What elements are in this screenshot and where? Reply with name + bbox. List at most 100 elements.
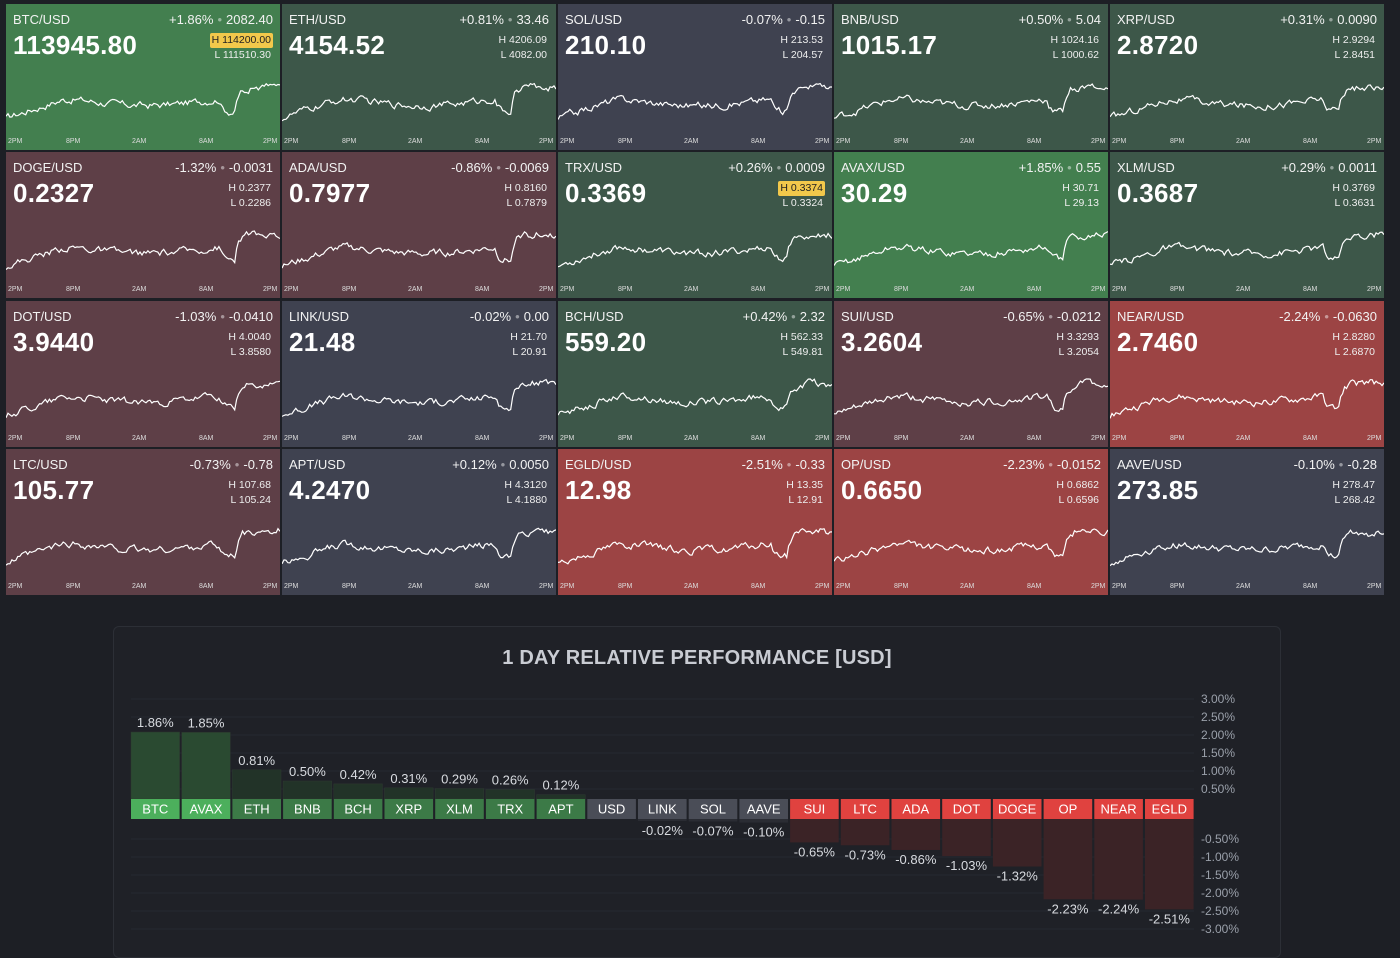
time-axis-label: 2PM xyxy=(1091,138,1106,145)
ticker-change: -1.03% • -0.0410 xyxy=(175,309,273,324)
category-label-bg[interactable] xyxy=(790,799,839,819)
ticker-change-absolute: -0.0069 xyxy=(504,160,549,176)
ticker-tile[interactable]: ADA/USD -0.86% • -0.0069 0.7977 H 0.8160 L 0.7… xyxy=(282,152,556,299)
ticker-tile[interactable]: BNB/USD +0.50% • 5.04 1015.17 H 1024.16 L 1000… xyxy=(834,4,1108,150)
value-label: -0.86% xyxy=(895,852,937,867)
category-label-bg[interactable] xyxy=(739,799,788,819)
ticker-tile[interactable]: XRP/USD +0.31% • 0.0090 2.8720 H 2.9294 L 2.84… xyxy=(1110,4,1384,150)
time-axis-label: 2PM xyxy=(836,434,851,442)
ticker-tile[interactable]: OP/USD -2.23% • -0.0152 0.6650 H 0.6862 L 0.65… xyxy=(834,448,1108,595)
ticker-high: H 0.3769 xyxy=(1332,182,1375,195)
performance-bar xyxy=(638,819,687,821)
time-axis: 2PM 8PM 2AM 8AM 2PM xyxy=(282,435,556,445)
time-axis: 2PM 8PM 2AM 8AM 2PM xyxy=(282,138,556,148)
ticker-change-percent: +1.86% xyxy=(168,12,214,27)
ticker-price: 559.20 xyxy=(565,326,647,357)
ticker-tile[interactable]: DOGE/USD -1.32% • -0.0031 0.2327 H 0.2377 L 0.… xyxy=(6,152,280,299)
separator-dot-icon: • xyxy=(1329,160,1335,176)
ticker-tile[interactable]: NEAR/USD -2.24% • -0.0630 2.7460 H 2.8280 L 2.… xyxy=(1110,300,1384,447)
category-label-bg[interactable] xyxy=(1043,799,1093,819)
ticker-high: H 114200.00 xyxy=(209,33,273,48)
time-axis-label: 8AM xyxy=(1027,434,1042,442)
ticker-change: +0.42% • 2.32 xyxy=(743,309,825,324)
category-label-bg[interactable] xyxy=(688,799,738,819)
category-label-bg[interactable] xyxy=(283,799,332,819)
y-tick-label: 2.50% xyxy=(1201,710,1235,724)
category-label-bg[interactable] xyxy=(992,799,1042,819)
performance-bar xyxy=(790,819,839,843)
ticker-tile[interactable]: AAVE/USD -0.10% • -0.28 273.85 H 278.47 L 268.… xyxy=(1110,448,1384,595)
category-label-bg[interactable] xyxy=(485,799,535,819)
time-axis-label: 8AM xyxy=(1303,286,1318,294)
ticker-grid: BTC/USD +1.86% • 2082.40 113945.80 H 114200.0… xyxy=(6,4,1386,596)
time-axis-label: 2PM xyxy=(815,286,830,294)
ticker-high-low: H 562.33 L 549.81 xyxy=(778,330,825,360)
time-axis-label: 8AM xyxy=(1303,582,1318,590)
ticker-high-low: H 2.9294 L 2.8451 xyxy=(1330,33,1377,63)
ticker-price: 2.7460 xyxy=(1117,326,1199,357)
category-label-bg[interactable] xyxy=(942,799,991,819)
category-label-bg[interactable] xyxy=(638,799,687,819)
ticker-tile[interactable]: LINK/USD -0.02% • 0.00 21.48 H 21.70 L 20.91 2P… xyxy=(282,300,556,447)
time-axis-label: 2AM xyxy=(960,138,975,145)
ticker-tile[interactable]: AVAX/USD +1.85% • 0.55 30.29 H 30.71 L 29.13 2P… xyxy=(834,152,1108,299)
ticker-tile[interactable]: ETH/USD +0.81% • 33.46 4154.52 H 4206.09 L 408… xyxy=(282,4,556,150)
category-label: XRP xyxy=(395,802,422,817)
category-label-bg[interactable] xyxy=(181,799,231,819)
category-label-bg[interactable] xyxy=(333,799,383,819)
category-label-bg[interactable] xyxy=(891,799,941,819)
category-label-bg[interactable] xyxy=(536,799,586,819)
ticker-low: L 29.13 xyxy=(1064,197,1099,210)
ticker-tile[interactable]: XLM/USD +0.29% • 0.0011 0.3687 H 0.3769 L 0.36… xyxy=(1110,152,1384,299)
category-label-bg[interactable] xyxy=(840,799,890,819)
ticker-symbol: SOL/USD xyxy=(565,12,623,27)
category-label: ADA xyxy=(902,802,929,817)
ticker-tile[interactable]: EGLD/USD -2.51% • -0.33 12.98 H 13.35 L 12.91 2… xyxy=(558,448,832,595)
time-axis-label: 2AM xyxy=(1236,138,1251,145)
category-label-bg[interactable] xyxy=(1145,799,1194,819)
ticker-tile[interactable]: SOL/USD -0.07% • -0.15 210.10 H 213.53 L 204.5… xyxy=(558,4,832,150)
ticker-tile[interactable]: SUI/USD -0.65% • -0.0212 3.2604 H 3.3293 L 3.2… xyxy=(834,300,1108,447)
ticker-tile[interactable]: TRX/USD +0.26% • 0.0009 0.3369 H 0.3374 L 0.33… xyxy=(558,152,832,299)
category-label-bg[interactable] xyxy=(131,799,180,819)
category-label-bg[interactable] xyxy=(587,799,636,819)
ticker-high-low: H 30.71 L 29.13 xyxy=(1060,181,1101,211)
category-label-bg[interactable] xyxy=(232,799,281,819)
separator-dot-icon: • xyxy=(496,160,501,176)
category-label-bg[interactable] xyxy=(384,799,434,819)
ticker-price: 0.2327 xyxy=(13,178,95,209)
time-axis-label: 2PM xyxy=(1367,434,1382,442)
time-axis-label: 2AM xyxy=(1236,582,1251,590)
time-axis-label: 2PM xyxy=(539,582,554,590)
time-axis-label: 2AM xyxy=(960,286,975,294)
separator-dot-icon: • xyxy=(515,308,520,324)
separator-dot-icon: • xyxy=(1048,456,1053,472)
separator-dot-icon: • xyxy=(500,456,506,472)
sparkline xyxy=(282,82,556,122)
ticker-tile[interactable]: BCH/USD +0.42% • 2.32 559.20 H 562.33 L 549.81… xyxy=(558,300,832,447)
value-label: -0.02% xyxy=(642,823,684,838)
ticker-low: L 0.7879 xyxy=(506,197,547,210)
ticker-low: L 12.91 xyxy=(788,493,823,506)
value-label: -0.10% xyxy=(743,825,785,840)
ticker-tile[interactable]: DOT/USD -1.03% • -0.0410 3.9440 H 4.0040 L 3.8… xyxy=(6,300,280,447)
ticker-change: +0.81% • 33.46 xyxy=(459,12,549,27)
category-label-bg[interactable] xyxy=(1094,799,1143,819)
time-axis: 2PM 8PM 2AM 8AM 2PM xyxy=(6,286,280,296)
ticker-tile[interactable]: BTC/USD +1.86% • 2082.40 113945.80 H 114200.0… xyxy=(6,4,280,150)
ticker-high-low: H 4.3120 L 4.1880 xyxy=(502,478,549,508)
ticker-symbol: XLM/USD xyxy=(1117,160,1175,176)
ticker-symbol: NEAR/USD xyxy=(1117,308,1185,324)
time-axis-label: 2AM xyxy=(960,434,975,442)
ticker-change-absolute: 0.0011 xyxy=(1338,160,1377,176)
ticker-change-percent: -0.86% xyxy=(451,160,493,176)
ticker-change-absolute: 0.55 xyxy=(1075,160,1101,176)
performance-bar xyxy=(130,731,180,800)
ticker-change: -0.73% • -0.78 xyxy=(190,457,273,472)
time-axis-label: 2AM xyxy=(132,286,147,294)
ticker-tile[interactable]: APT/USD +0.12% • 0.0050 4.2470 H 4.3120 L 4.18… xyxy=(282,448,556,595)
time-axis: 2PM 8PM 2AM 8AM 2PM xyxy=(558,435,832,445)
ticker-tile[interactable]: LTC/USD -0.73% • -0.78 105.77 H 107.68 L 105.2… xyxy=(6,448,280,595)
category-label-bg[interactable] xyxy=(435,799,484,819)
ticker-high: H 13.35 xyxy=(786,478,823,491)
